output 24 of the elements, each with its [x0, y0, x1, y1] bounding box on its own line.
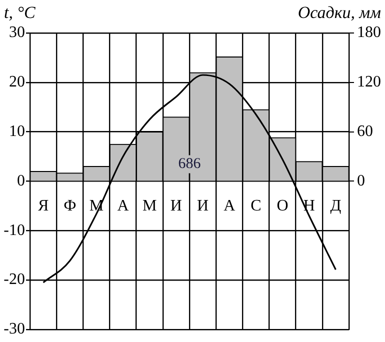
y-tick-label: 10 — [9, 123, 25, 140]
y2-tick-label: 0 — [357, 172, 365, 190]
y-tick-label: 20 — [9, 74, 25, 91]
y2-tick-label: 60 — [357, 123, 373, 140]
x-tick-label: О — [276, 197, 288, 214]
x-tick-label: М — [142, 197, 157, 214]
y2-tick-label: 120 — [357, 74, 381, 91]
x-tick-label: Д — [330, 197, 342, 214]
x-tick-label: Я — [38, 197, 49, 214]
x-tick-label: Ф — [64, 197, 76, 214]
x-tick-label: С — [250, 197, 262, 214]
x-tick-label: А — [117, 197, 130, 214]
x-tick-label: А — [224, 197, 236, 214]
y-axis-title: t, °C — [4, 3, 36, 22]
y2-tick-label: 180 — [357, 24, 381, 42]
y-tick-label: -10 — [4, 222, 25, 239]
x-tick-label: И — [197, 197, 210, 214]
y-tick-label: 0 — [17, 172, 25, 190]
annotation: 686 — [178, 156, 202, 172]
y-tick-label: -30 — [4, 320, 25, 338]
y-tick-label: 30 — [9, 24, 25, 42]
x-tick-label: И — [170, 197, 182, 214]
y2-axis-title: Осадки, мм — [298, 3, 382, 22]
y-tick-label: -20 — [4, 271, 25, 288]
